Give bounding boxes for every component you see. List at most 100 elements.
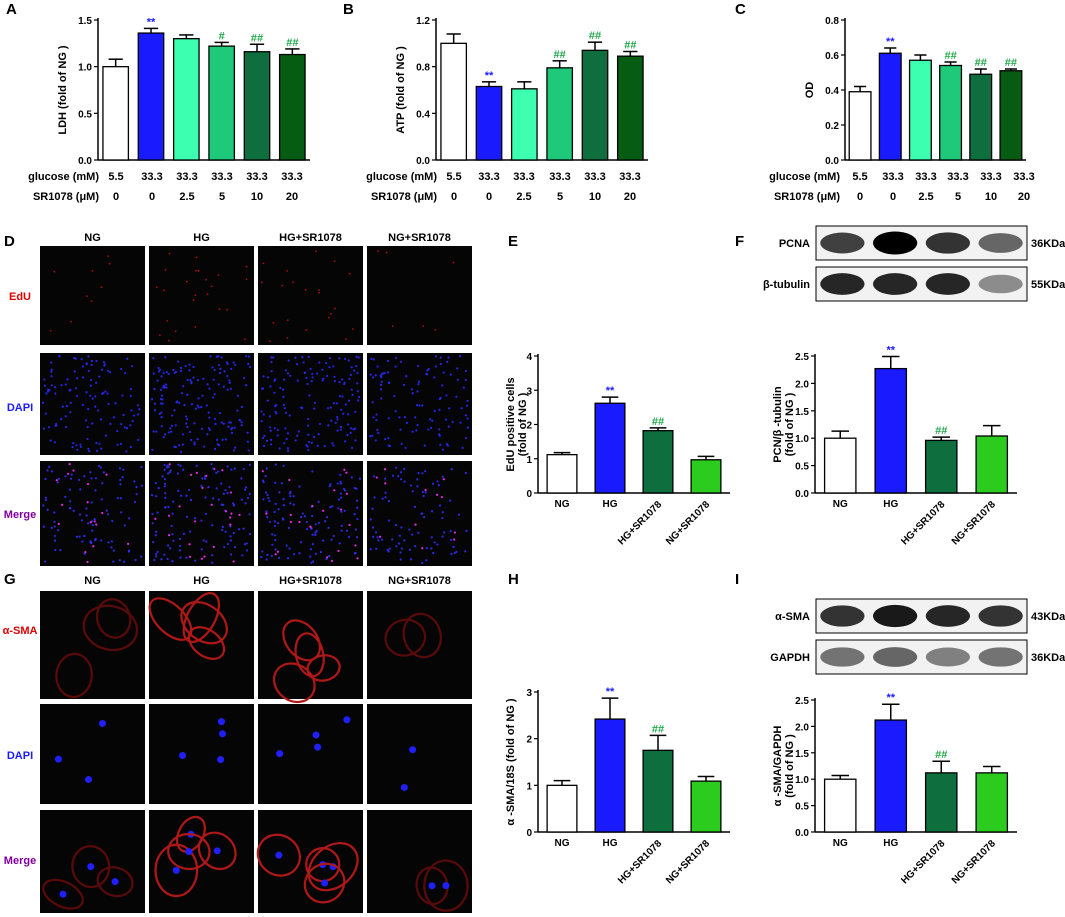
tile-background — [149, 246, 254, 345]
cell-dot — [459, 354, 462, 358]
cell-dot — [203, 477, 207, 480]
cell-dot — [215, 471, 218, 474]
cell-dot — [99, 418, 103, 421]
cell-dot — [186, 425, 189, 429]
cell-dot — [245, 542, 248, 545]
cell-dot — [264, 475, 267, 478]
cell-dot — [444, 418, 448, 421]
cell-dot — [215, 438, 219, 442]
bar — [278, 53, 306, 161]
cell-dot — [429, 426, 433, 429]
cell-dot — [393, 395, 396, 398]
sr1078-row-label: SR1078 (μM) — [371, 191, 437, 203]
bar — [208, 45, 236, 161]
y-axis-label-line: α -SMA/18S (fold of NG ) — [505, 698, 517, 825]
y-tick-label: 1.2 — [416, 16, 430, 27]
cell-dot — [167, 472, 170, 475]
cell-dot — [178, 537, 182, 540]
cell-dot — [182, 468, 185, 471]
cell-dot — [163, 482, 167, 485]
glucose-row-label: glucose (mM) — [28, 171, 99, 183]
cell-dot — [229, 387, 233, 390]
cell-dot — [417, 383, 420, 386]
glucose-value: 5.5 — [852, 171, 867, 183]
cell-dot — [410, 388, 414, 391]
blot-band — [820, 273, 865, 295]
cell-dot — [311, 533, 314, 536]
cell-dot — [248, 463, 251, 467]
cell-dot — [85, 391, 88, 394]
cell-dot — [217, 355, 220, 358]
cell-dot — [172, 539, 175, 542]
cell-dot — [170, 424, 174, 427]
cell-dot — [348, 272, 351, 275]
cell-dot — [106, 392, 109, 395]
cell-dot — [285, 437, 288, 441]
cell-dot — [58, 355, 61, 358]
significance-mark: ** — [886, 36, 895, 48]
x-tick-label: HG — [603, 838, 618, 849]
cell-dot — [64, 415, 67, 418]
cell-dot — [210, 285, 213, 288]
x-tick-label: NG — [555, 838, 570, 849]
cell-dot — [441, 511, 444, 514]
cell-dot — [179, 464, 182, 467]
cell-dot — [457, 513, 461, 516]
chart-f: 0.0 0.5 1.0 1.5 2.0 2.5 PCN/β -tubulin(fold of… — [772, 345, 1017, 547]
bar — [546, 453, 578, 494]
cell-dot — [87, 522, 90, 525]
cell-dot — [155, 552, 158, 556]
cell-dot — [101, 511, 104, 515]
cell-dot — [319, 550, 323, 554]
cell-dot — [94, 539, 97, 542]
cell-dot — [347, 359, 350, 362]
cell-dot — [54, 392, 57, 395]
cell-dot — [221, 438, 224, 441]
cell-dot — [421, 490, 424, 494]
cell-dot — [341, 395, 344, 398]
cell-dot — [46, 508, 49, 511]
cell-outline — [272, 662, 316, 704]
cell-dot — [229, 491, 233, 494]
cell-dot — [231, 502, 235, 505]
cell-dot — [156, 379, 159, 382]
cell-dot — [441, 384, 444, 387]
dose-table-b: glucose (mM) SR1078 (μM) 5.5 0 33.3 0 33.3 2.5 3… — [366, 171, 641, 203]
cell-dot — [434, 365, 437, 368]
cell-dot — [438, 504, 442, 507]
cell-dot — [197, 270, 200, 272]
cell-outline — [303, 862, 346, 904]
cell-dot — [286, 432, 290, 435]
glucose-value: 33.3 — [246, 171, 267, 183]
cell-dot — [384, 491, 387, 494]
cell-dot — [464, 369, 468, 373]
cell-dot — [186, 393, 189, 396]
cell-dot — [383, 372, 386, 375]
cell-dot — [339, 482, 342, 485]
cell-dot — [105, 473, 108, 476]
sr1078-value: 20 — [1018, 191, 1030, 203]
cell-dot — [376, 365, 379, 368]
cell-dot — [355, 355, 358, 358]
cell-dot — [244, 355, 248, 358]
cell-dot — [357, 356, 360, 359]
cell-dot — [121, 394, 124, 397]
x-tick-label: NG — [833, 499, 848, 510]
cell-dot — [50, 470, 54, 473]
y-axis-label-line: EdU positive cells — [505, 377, 517, 471]
cell-dot — [442, 371, 445, 374]
cell-dot — [430, 510, 434, 513]
cell-dot — [68, 507, 71, 510]
cell-dot — [372, 535, 375, 538]
significance-mark: ## — [944, 50, 956, 62]
y-tick-label: 1.5 — [78, 16, 92, 27]
cell-dot — [238, 418, 241, 422]
glucose-value: 5.5 — [446, 171, 461, 183]
cell-dot — [234, 363, 237, 367]
y-axis-label: α -SMA/18S (fold of NG ) — [505, 698, 517, 825]
cell-dot — [81, 376, 85, 379]
cell-dot — [337, 498, 341, 501]
cell-dot — [42, 525, 45, 528]
cell-dot — [391, 474, 395, 477]
cell-dot — [299, 541, 303, 544]
